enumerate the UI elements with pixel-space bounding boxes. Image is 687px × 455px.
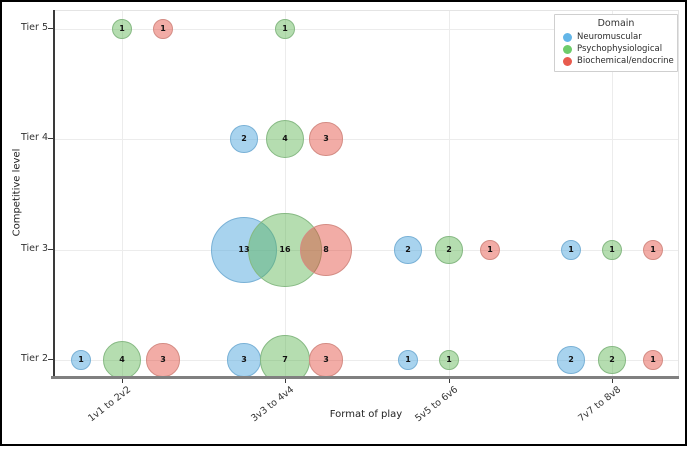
y-tick-mark [48,138,53,139]
bubble [275,19,295,39]
bubble-value: 8 [323,245,329,254]
legend-item: Neuromuscular [559,31,673,43]
bubble [480,240,500,260]
bubble-value: 1 [160,24,166,33]
bubble [439,350,459,370]
legend-item-label: Neuromuscular [577,32,642,42]
bubble-value: 1 [487,245,493,254]
bubble [561,240,581,260]
bubble-value: 1 [650,245,656,254]
bubble [394,236,422,264]
x-tick-mark [612,379,613,383]
legend-item: Biochemical/endocrine [559,55,674,67]
x-tick-mark [449,379,450,383]
bubble [309,122,343,156]
gridline-horizontal [54,139,678,140]
y-tick-label: Tier 3 [21,243,48,254]
legend-swatch [563,56,572,66]
bubble [71,350,91,370]
legend-items: Neuromuscular Psychophysiological Biochemi… [559,31,674,67]
legend-item: Psychophysiological [559,43,673,55]
bubble [435,236,463,264]
gridline-vertical [449,11,450,377]
gridline-horizontal [54,360,678,361]
bubble-value: 3 [241,355,247,364]
bubble [299,223,353,277]
bubble-value: 1 [405,355,411,364]
bubble-value: 7 [282,355,288,364]
bubble [643,350,663,370]
bubble-value: 4 [282,134,288,143]
y-tick-mark [48,28,53,29]
gridline-vertical [122,11,123,377]
bubble [309,343,343,377]
bubble [557,346,585,374]
bubble [103,341,141,377]
x-tick-mark [285,379,286,383]
bubble-value: 2 [568,355,574,364]
gridline-horizontal [54,29,678,30]
bubble-value: 16 [279,245,291,254]
y-tick-label: Tier 5 [21,22,48,33]
bubble [112,19,132,39]
y-axis-spine [53,10,55,378]
legend-title: Domain [597,18,635,29]
bubble-value: 1 [446,355,452,364]
gridline-vertical [612,11,613,377]
bubble-value: 2 [405,245,411,254]
bubble-value: 1 [609,245,615,254]
gridline-horizontal [54,250,678,251]
x-axis-title: Format of play [329,409,403,420]
legend-swatch [563,32,572,42]
bubble-value: 3 [323,134,329,143]
bubble [598,346,626,374]
bubble-value: 2 [241,134,247,143]
bubble-value: 13 [238,245,250,254]
bubble [398,350,418,370]
legend: Domain Neuromuscular Psychophysiological B… [554,14,678,72]
y-tick-mark [48,249,53,250]
y-tick-mark [48,359,53,360]
bubble [643,240,663,260]
bubble-value: 4 [119,355,125,364]
x-tick-mark [122,379,123,383]
bubble-value: 1 [568,245,574,254]
y-tick-label: Tier 2 [21,353,48,364]
bubble-value: 2 [609,355,615,364]
bubble [146,343,180,377]
y-tick-label: Tier 4 [21,132,48,143]
legend-item-label: Psychophysiological [577,44,663,54]
gridline-vertical [285,11,286,377]
bubble-value: 3 [160,355,166,364]
bubble-value: 1 [282,24,288,33]
bubble [602,240,622,260]
legend-swatch [563,44,572,54]
bubble [230,125,258,153]
x-axis-spine [51,376,679,379]
bubble [266,120,304,158]
bubble [153,19,173,39]
bubble-value: 2 [446,245,452,254]
bubble-value: 1 [119,24,125,33]
bubble-value: 3 [323,355,329,364]
bubble-value: 1 [78,355,84,364]
bubble-chart: 1 1 1 2 4 3 13 16 8 2 2 1 1 1 1 1 4 3 3 7 3 1 1 2 2 1 Competitive… [2,2,685,444]
bubble-value: 1 [650,355,656,364]
bubble [260,335,310,377]
y-axis-title: Competitive level [11,148,23,237]
legend-item-label: Biochemical/endocrine [577,56,674,66]
